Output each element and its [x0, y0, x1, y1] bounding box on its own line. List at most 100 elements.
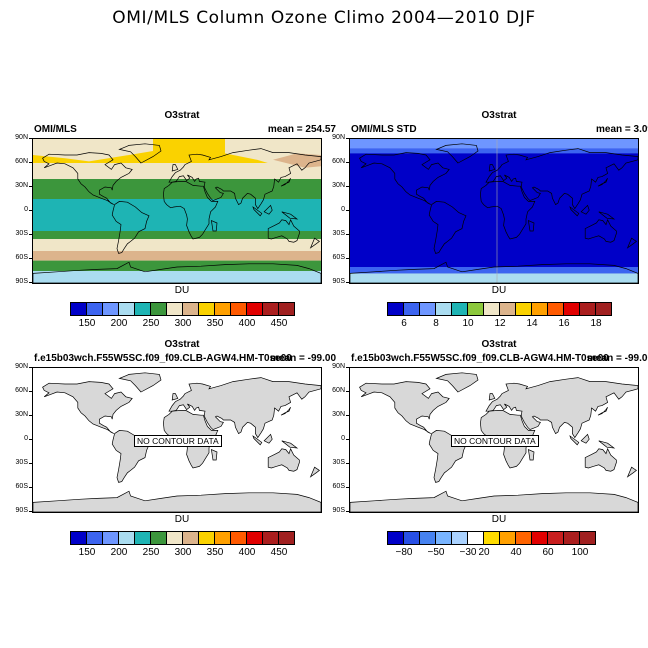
y-tick-mark — [29, 210, 32, 211]
y-tick-label: 90N — [332, 134, 345, 141]
colorbar — [70, 531, 295, 545]
std-lat-band — [350, 267, 638, 274]
colorbar-swatch — [532, 532, 548, 544]
colorbar — [387, 302, 612, 316]
colorbar-swatch — [247, 532, 263, 544]
panel-title: O3strat — [164, 110, 200, 121]
land-shape — [350, 490, 638, 512]
coastline — [428, 201, 467, 254]
colorbar-tick-label: −30 — [459, 547, 477, 558]
ozone-lat-band — [33, 223, 321, 231]
colorbar-swatch — [151, 532, 167, 544]
y-tick-label: 30N — [15, 411, 28, 418]
colorbar-swatch — [103, 303, 119, 315]
colorbar-swatch — [247, 303, 263, 315]
colorbar-swatch — [263, 303, 279, 315]
colorbar-tick-label: 100 — [571, 547, 589, 558]
y-tick-mark — [29, 487, 32, 488]
ozone-lat-band — [33, 251, 321, 261]
panel-model-mean: O3strat f.e15b03wch.F55W5SC.f09_f09.CLB-… — [15, 339, 336, 579]
figure-title: OMI/MLS Column Ozone Climo 2004—2010 DJF — [112, 8, 536, 28]
coastline — [598, 211, 616, 220]
y-tick-label: 60N — [332, 387, 345, 394]
y-tick-mark — [29, 367, 32, 368]
y-tick-label: 30N — [332, 182, 345, 189]
colorbar-swatch — [199, 532, 215, 544]
map-plot — [32, 138, 322, 284]
colorbar-swatch — [516, 303, 532, 315]
panel-omi-std: O3strat OMI/MLS STD mean = 3.09 90N 60N 30… — [332, 110, 648, 350]
colorbar-swatch — [199, 303, 215, 315]
std-lat-band — [350, 273, 638, 283]
colorbar-swatch — [119, 532, 135, 544]
y-tick-label: 0 — [341, 206, 345, 213]
colorbar-swatch — [484, 532, 500, 544]
colorbar-swatch — [484, 303, 500, 315]
ozone-contour-region — [33, 139, 153, 162]
land-shape — [527, 449, 535, 461]
coastline — [485, 148, 638, 210]
std-field — [350, 139, 638, 283]
y-tick-mark — [29, 186, 32, 187]
y-tick-label: 60N — [15, 158, 28, 165]
y-tick-label: 0 — [341, 435, 345, 442]
colorbar-swatch — [215, 303, 231, 315]
colorbar-tick-label: 6 — [401, 318, 407, 329]
y-tick-label: 30N — [332, 411, 345, 418]
land-shape — [598, 440, 616, 449]
land-shape — [584, 447, 617, 472]
colorbar-tick-label: 16 — [558, 318, 570, 329]
colorbar — [70, 302, 295, 316]
colorbar-tick-label: 60 — [542, 547, 554, 558]
colorbar-tick-label: 8 — [433, 318, 439, 329]
y-tick-label: 90S — [15, 278, 28, 285]
coastline — [488, 164, 496, 172]
y-tick-mark — [29, 138, 32, 139]
colorbar-title: DU — [491, 285, 507, 296]
y-tick-mark — [346, 210, 349, 211]
land-shape — [263, 433, 273, 444]
colorbar-swatch — [388, 303, 404, 315]
std-lat-band — [350, 139, 638, 149]
land-shape — [210, 449, 218, 461]
y-tick-label: 90S — [332, 278, 345, 285]
land-shape — [488, 393, 496, 401]
colorbar-swatch — [404, 532, 420, 544]
ozone-lat-band — [33, 231, 321, 239]
no-contour-label: NO CONTOUR DATA — [134, 435, 222, 447]
colorbar-swatch — [580, 532, 595, 544]
coastline — [359, 152, 450, 205]
colorbar-swatch — [564, 303, 580, 315]
no-contour-label: NO CONTOUR DATA — [451, 435, 539, 447]
colorbar-tick-label: 300 — [174, 547, 192, 558]
colorbar-tick-label: 150 — [78, 318, 96, 329]
colorbar-tick-label: 200 — [110, 547, 128, 558]
colorbar-title: DU — [174, 285, 190, 296]
colorbar-swatch — [167, 532, 183, 544]
coastline — [168, 148, 321, 210]
colorbar-tick-label: 12 — [494, 318, 506, 329]
coastline — [580, 204, 590, 215]
colorbar-swatch — [500, 532, 516, 544]
y-tick-mark — [346, 162, 349, 163]
map-svg — [33, 368, 321, 512]
panel-left-string: f.e15b03wch.F55W5SC.f09_f09.CLB-AGW4.HM-… — [351, 353, 609, 364]
std-lat-band — [350, 148, 638, 154]
colorbar-swatch — [468, 532, 484, 544]
ozone-lat-band — [33, 163, 321, 179]
map-plot — [349, 367, 639, 513]
panel-title: O3strat — [164, 339, 200, 350]
colorbar-swatch — [532, 303, 548, 315]
y-tick-label: 60S — [332, 483, 345, 490]
y-tick-mark — [29, 391, 32, 392]
colorbar-swatch — [167, 303, 183, 315]
coastline — [309, 237, 321, 249]
land-shape — [33, 490, 321, 512]
coastline — [263, 204, 273, 215]
y-tick-mark — [29, 511, 32, 512]
colorbar-tick-label: 400 — [238, 318, 256, 329]
land-shape — [280, 407, 291, 416]
colorbar-tick-label: 14 — [526, 318, 538, 329]
colorbar-swatch — [500, 303, 516, 315]
colorbar-swatch — [564, 532, 580, 544]
